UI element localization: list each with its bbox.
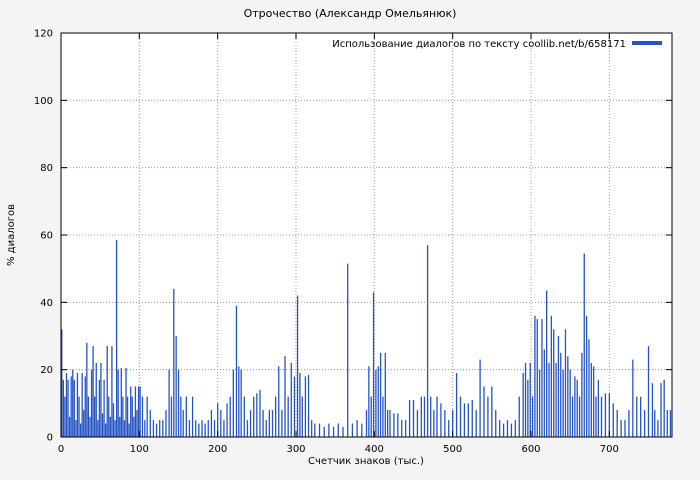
- axes-layer: 0 100 200 300 400 500 600 700 0 20 40 60 80 100 120: [34, 29, 673, 455]
- y-tick-label: 60: [40, 231, 53, 242]
- x-tick-label: 200: [208, 444, 227, 455]
- x-tick-label: 500: [443, 444, 462, 455]
- x-tick-label: 700: [600, 444, 619, 455]
- x-axis-label: Счетчик знаков (тыс.): [308, 456, 424, 467]
- chart-title: Отрочество (Александр Омельянюк): [244, 7, 457, 20]
- data-layer: [61, 240, 672, 437]
- y-axis-label: % диалогов: [6, 204, 17, 266]
- x-tick-label: 300: [286, 444, 305, 455]
- y-tick-label: 0: [47, 433, 53, 444]
- x-tick-label: 600: [521, 444, 540, 455]
- y-tick-label: 40: [40, 298, 53, 309]
- y-tick-label: 100: [34, 96, 53, 107]
- plot-border: [60, 32, 673, 438]
- y-tick-label: 120: [34, 29, 53, 40]
- y-tick-label: 20: [40, 365, 53, 376]
- legend-label: Использование диалогов по тексту coollib…: [332, 39, 626, 50]
- x-tick-label: 100: [130, 444, 149, 455]
- x-tick-label: 0: [58, 444, 64, 455]
- y-tick-label: 80: [40, 163, 53, 174]
- x-tick-label: 400: [365, 444, 384, 455]
